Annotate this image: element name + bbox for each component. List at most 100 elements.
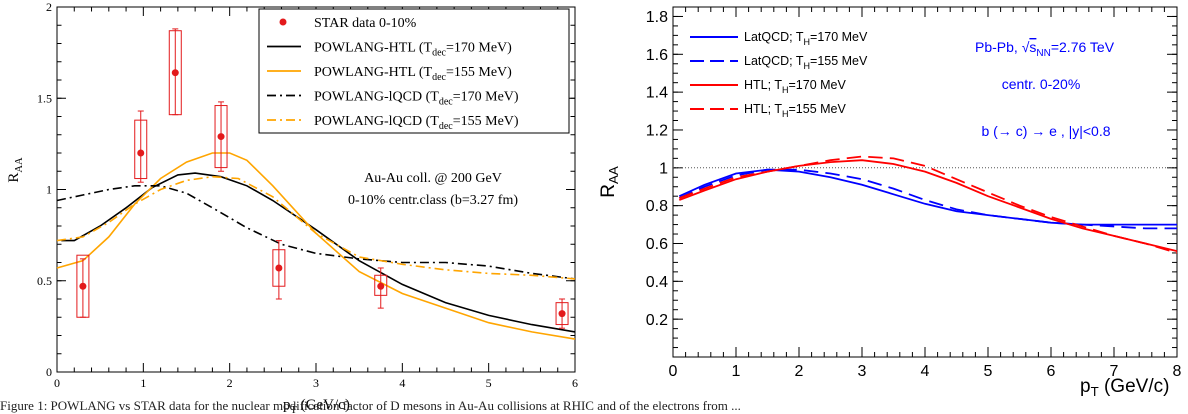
legend-text-sub: dec xyxy=(432,48,446,59)
right-chart: 0 1 2 3 4 5 6 7 8 0.2 0.4 0.6 0.8 1 1.2 1.4 1.6 1.8 pT (Ge… xyxy=(598,6,1182,399)
annotation-sub: NN xyxy=(1036,48,1050,59)
y-axis-title: RAA xyxy=(598,166,621,198)
legend-entry: LatQCD; TH=155 MeV xyxy=(744,54,868,71)
x-axis-title: pT (GeV/c) xyxy=(283,397,350,414)
legend-entry: HTL; TH=155 MeV xyxy=(744,102,846,119)
x-tick-label: 2 xyxy=(795,363,804,380)
legend-text-sub: H xyxy=(804,37,811,47)
annotation-post: =2.76 TeV xyxy=(1051,39,1115,55)
series-line xyxy=(61,172,576,333)
legend-entry: HTL; TH=170 MeV xyxy=(744,78,846,95)
y-axis-title-sub: AA xyxy=(14,157,25,173)
sqrt-sign: √ xyxy=(1022,39,1030,55)
x-axis-title-rest: (GeV/c) xyxy=(297,397,350,413)
legend-text-sub: H xyxy=(782,109,789,119)
data-point xyxy=(275,264,283,272)
legend-marker xyxy=(279,18,287,26)
legend-text: HTL; T xyxy=(744,102,782,116)
y-axis-title-main: R xyxy=(598,184,619,198)
legend-text: STAR data 0-10% xyxy=(314,16,417,31)
x-tick-label: 7 xyxy=(1110,363,1119,380)
legend-text-rest: =155 MeV xyxy=(810,54,868,68)
y-tick-label: 0.5 xyxy=(37,274,52,288)
y-tick-label: 0.6 xyxy=(646,236,668,253)
legend-text-rest: =170 MeV) xyxy=(453,90,519,105)
annotation-pre: Pb-Pb, xyxy=(975,39,1022,55)
y-axis-title-sub: AA xyxy=(606,166,621,184)
right-annotation-process: b (→ c) → e , |y|<0.8 xyxy=(981,123,1110,139)
x-tick-label: 3 xyxy=(858,363,867,380)
series-line xyxy=(56,152,576,340)
x-tick-label: 1 xyxy=(732,363,741,380)
legend-text-sub: H xyxy=(782,85,789,95)
x-axis-title-sub: T xyxy=(291,405,298,414)
left-legend-box xyxy=(258,8,570,134)
series-line xyxy=(678,168,1177,226)
legend-entry: POWLANG-lQCD (Tdec=170 MeV) xyxy=(314,90,519,108)
series-line xyxy=(678,159,1178,252)
legend-text: POWLANG-HTL (T xyxy=(314,65,433,80)
right-annotation-system: Pb-Pb, √sNN=2.76 TeV xyxy=(975,39,1115,59)
x-tick-label: 4 xyxy=(921,363,930,380)
data-point xyxy=(171,69,179,77)
y-tick-label: 0.4 xyxy=(646,274,668,291)
y-tick-label: 1.4 xyxy=(646,85,668,102)
legend-text: LatQCD; T xyxy=(744,54,804,68)
data-point xyxy=(217,133,225,141)
legend-text: LatQCD; T xyxy=(744,30,804,44)
series-line xyxy=(678,168,1177,230)
legend-text: POWLANG-lQCD (T xyxy=(314,90,439,105)
legend-entry: LatQCD; TH=170 MeV xyxy=(744,30,868,47)
right-annotation-centrality: centr. 0-20% xyxy=(1002,76,1081,92)
left-annotation: 0-10% centr.class (b=3.27 fm) xyxy=(348,193,518,208)
x-tick-label: 3 xyxy=(313,376,319,390)
y-tick-label: 0.2 xyxy=(646,312,668,329)
x-tick-label: 0 xyxy=(669,363,678,380)
left-annotation: Au-Au coll. @ 200 GeV xyxy=(364,171,502,186)
data-point xyxy=(79,282,87,290)
legend-text-rest: =155 MeV xyxy=(788,102,846,116)
y-tick-label: 1.5 xyxy=(37,91,52,105)
legend-text-sub: dec xyxy=(439,121,453,132)
x-tick-label: 6 xyxy=(1047,363,1056,380)
y-tick-label: 1.2 xyxy=(646,123,668,140)
legend-text: HTL; T xyxy=(744,78,782,92)
y-tick-label: 1 xyxy=(46,183,52,197)
figure-caption: Figure 1: POWLANG vs STAR data for the n… xyxy=(0,398,741,413)
legend-text-sub: H xyxy=(804,61,811,71)
legend-text-rest: =155 MeV) xyxy=(453,114,519,129)
x-tick-label: 0 xyxy=(54,376,60,390)
legend-text-sub: dec xyxy=(432,72,446,83)
legend-text-rest: =155 MeV) xyxy=(446,65,512,80)
legend-text: POWLANG-lQCD (T xyxy=(314,114,439,129)
x-tick-label: 5 xyxy=(486,376,492,390)
x-axis-title-sub: T xyxy=(1091,384,1099,399)
x-tick-label: 6 xyxy=(572,376,578,390)
legend-text-rest: =170 MeV xyxy=(810,30,868,44)
y-axis-title-main: R xyxy=(6,173,22,183)
x-tick-label: 4 xyxy=(399,376,405,390)
x-tick-label: 8 xyxy=(1173,363,1182,380)
y-tick-label: 1 xyxy=(659,160,668,177)
x-axis-title-rest: (GeV/c) xyxy=(1099,376,1170,397)
x-tick-label: 1 xyxy=(140,376,146,390)
legend-text-rest: =170 MeV) xyxy=(446,41,512,56)
legend-text: POWLANG-HTL (T xyxy=(314,41,433,56)
x-tick-label: 2 xyxy=(227,376,233,390)
x-axis-title: pT (GeV/c) xyxy=(1080,376,1169,399)
x-tick-label: 5 xyxy=(984,363,993,380)
legend-entry: STAR data 0-10% xyxy=(314,16,417,31)
left-legend: STAR data 0-10%POWLANG-HTL (Tdec=170 MeV… xyxy=(258,8,570,134)
data-point xyxy=(137,149,145,157)
legend-entry: POWLANG-HTL (Tdec=170 MeV) xyxy=(314,41,512,59)
data-point xyxy=(558,310,566,318)
y-tick-label: 2 xyxy=(46,0,52,14)
y-tick-label: 1.6 xyxy=(646,47,668,64)
annotation-sqrt-arg: s xyxy=(1029,39,1036,55)
legend-text-sub: dec xyxy=(439,97,453,108)
x-axis-title-main: p xyxy=(1080,376,1091,397)
y-tick-label: 0.8 xyxy=(646,198,668,215)
y-tick-label: 0 xyxy=(46,365,52,379)
